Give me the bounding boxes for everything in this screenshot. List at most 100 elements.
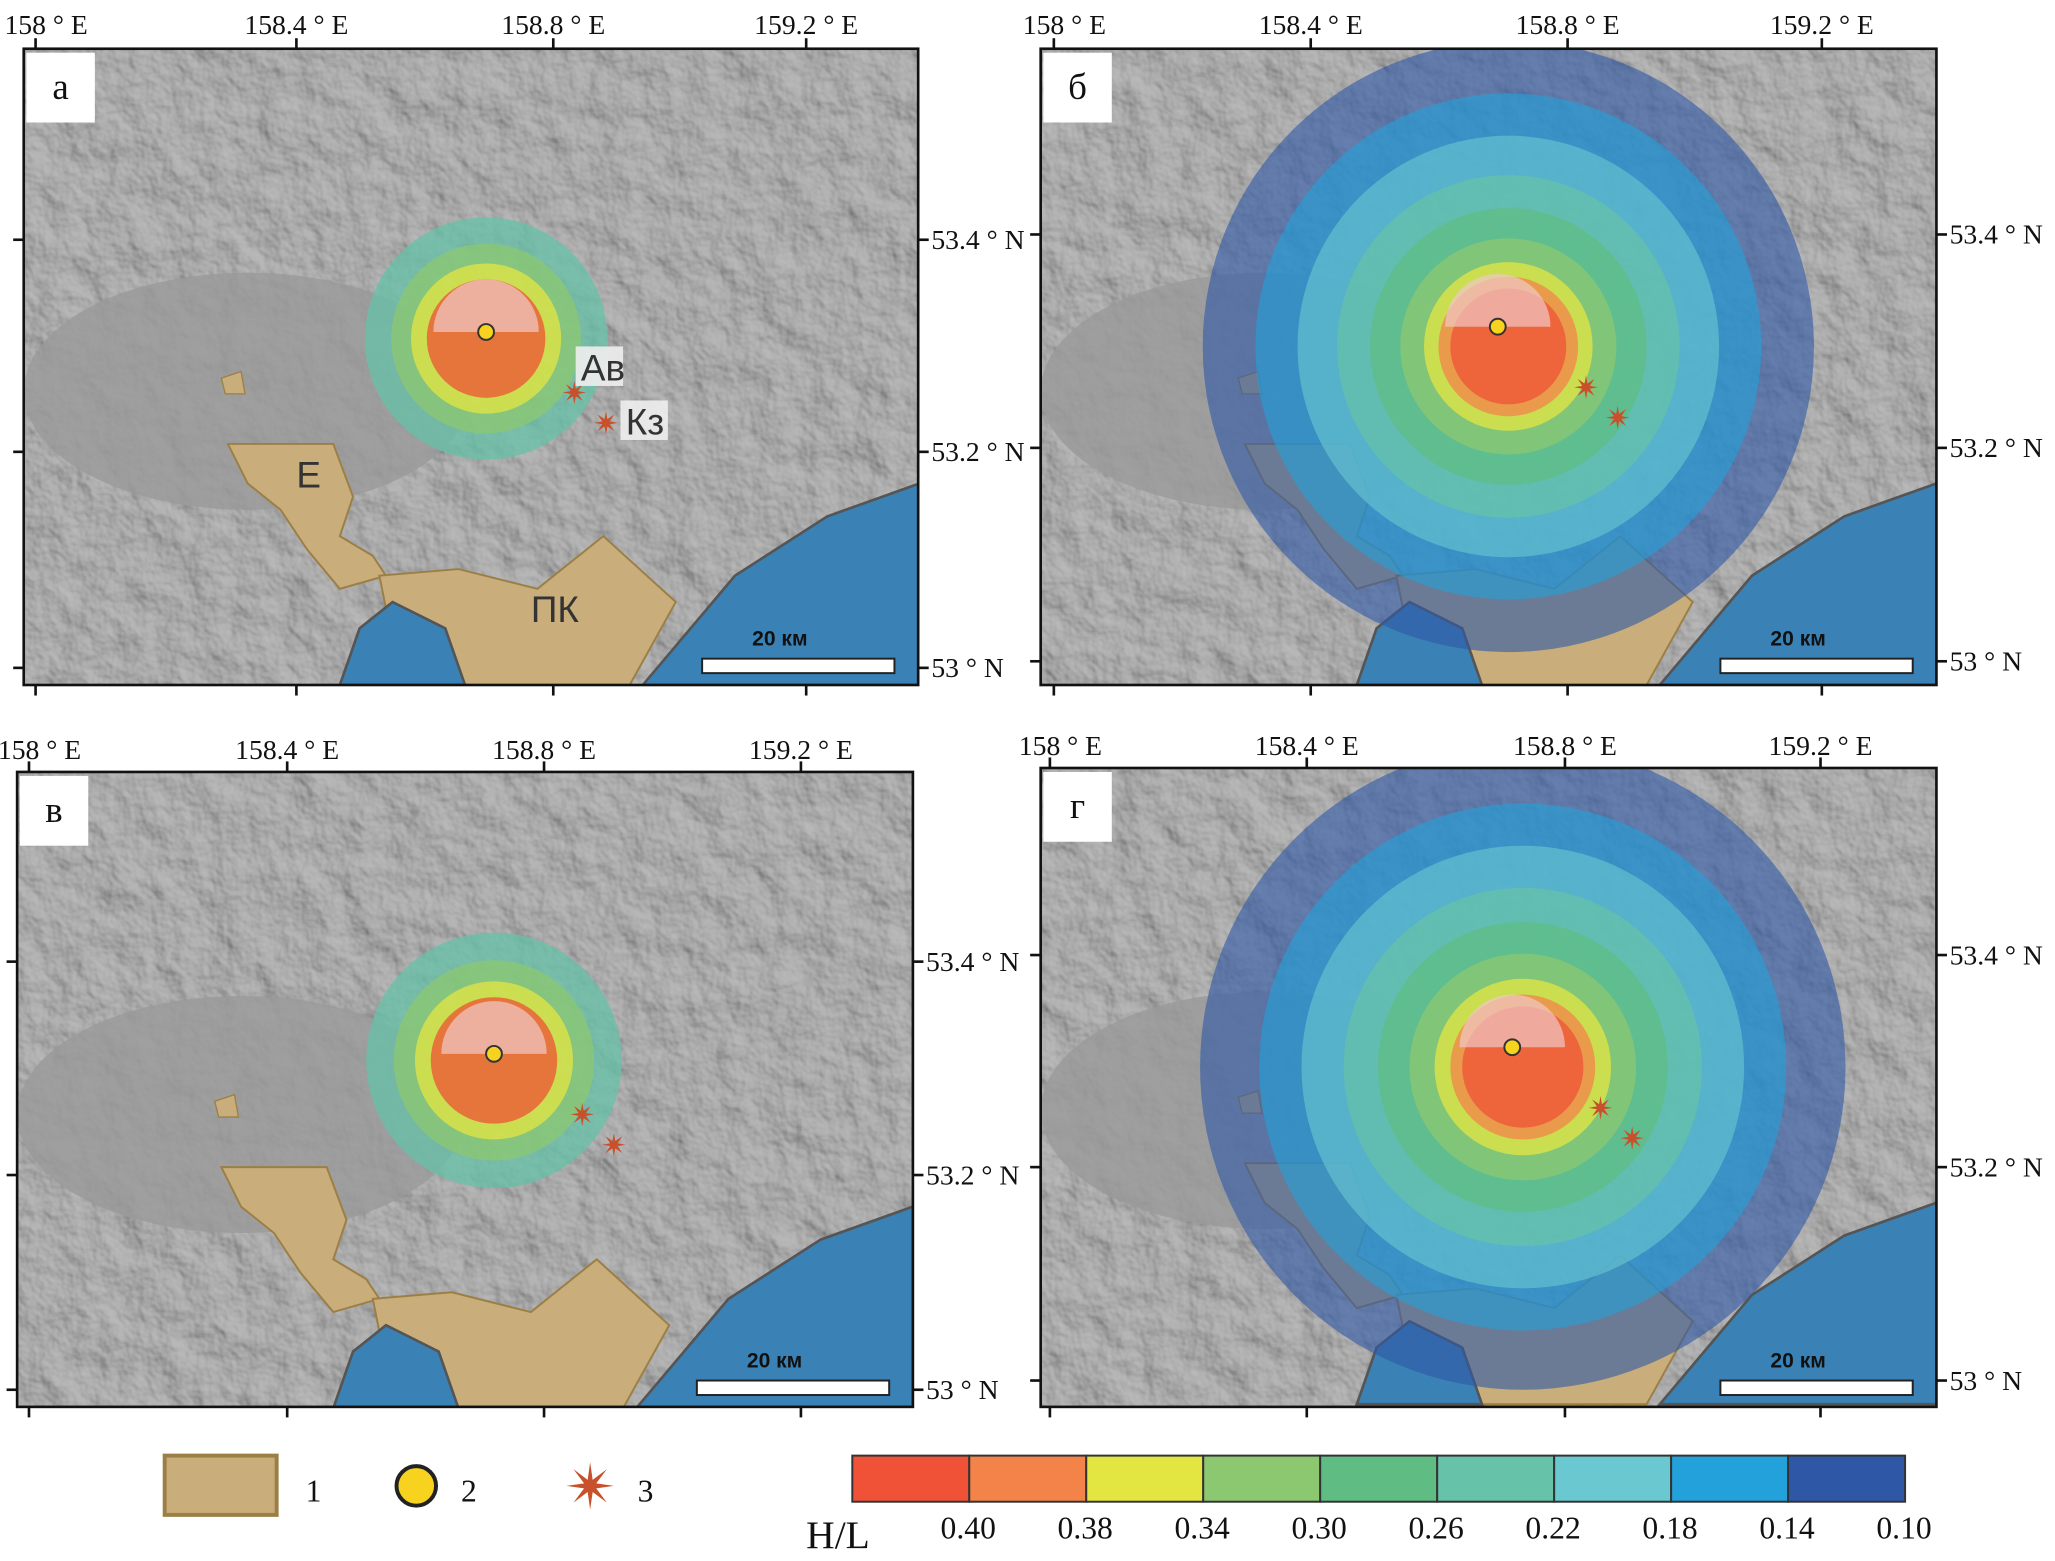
colorbar-swatch bbox=[1085, 1454, 1205, 1503]
colorbar-value: 0.18 bbox=[1642, 1511, 1697, 1546]
longitude-tick-label: 159.2 ° E bbox=[749, 734, 853, 765]
scale-bar bbox=[701, 657, 896, 675]
panel-letter-box bbox=[1043, 52, 1112, 123]
map-area bbox=[23, 48, 919, 685]
longitude-tick-label: 159.2 ° E bbox=[754, 9, 858, 40]
map-area bbox=[1040, 767, 1937, 1407]
longitude-tick-label: 158 ° E bbox=[1019, 730, 1102, 761]
latitude-tick-label: 53 ° N bbox=[1950, 1365, 2023, 1396]
colorbar-swatch bbox=[1202, 1454, 1322, 1503]
sea-inner-bay bbox=[338, 600, 467, 685]
summit-slope bbox=[1459, 994, 1565, 1048]
lowland-plain bbox=[17, 995, 466, 1233]
panel-letter: в bbox=[45, 789, 62, 830]
legend: 1 2 3 0.40 0.38 0.34 0.30 0.26 0.22 0.18 0.14 0.10 H… bbox=[162, 1453, 1932, 1557]
scale-label: 20 км bbox=[1770, 627, 1825, 650]
panel-letter: г bbox=[1070, 785, 1085, 826]
scale-label: 20 км bbox=[752, 627, 807, 650]
settlement-legend-swatch bbox=[162, 1453, 279, 1517]
koryaksky-volcano-star-icon bbox=[594, 410, 618, 435]
longitude-tick-label: 159.2 ° E bbox=[1770, 9, 1874, 40]
panel-letter-box bbox=[1043, 771, 1112, 842]
longitude-tick-label: 158.8 ° E bbox=[1513, 730, 1617, 761]
colorbar-value: 0.14 bbox=[1759, 1511, 1815, 1546]
panel-letter: а bbox=[52, 66, 68, 107]
scale-bar bbox=[1719, 657, 1914, 675]
colorbar-value: 0.26 bbox=[1408, 1511, 1463, 1546]
longitude-tick-label: 158.4 ° E bbox=[235, 734, 339, 765]
colorbar-swatch bbox=[968, 1454, 1088, 1503]
settlement-small bbox=[220, 370, 246, 395]
panel-letter: б bbox=[1068, 66, 1087, 107]
latitude-tick-label: 53.2 ° N bbox=[1950, 432, 2043, 463]
koryaksky-volcano-star-icon bbox=[602, 1132, 626, 1157]
colorbar-value: 0.40 bbox=[941, 1511, 996, 1546]
sea-avacha-bay bbox=[635, 1205, 913, 1407]
panel-letter-box bbox=[19, 775, 89, 846]
longitude-tick-label: 158 ° E bbox=[0, 734, 81, 765]
eruption-center-marker bbox=[477, 323, 495, 341]
place-label: Кз bbox=[626, 402, 664, 443]
colorbar-swatch bbox=[851, 1454, 971, 1503]
longitude-tick-label: 158.8 ° E bbox=[501, 9, 605, 40]
map-frame bbox=[1039, 766, 1938, 1409]
eruption-center-legend-icon bbox=[394, 1464, 439, 1508]
place-label-bg bbox=[620, 400, 668, 440]
colorbar-swatch bbox=[1319, 1454, 1439, 1503]
latitude-tick-label: 53.2 ° N bbox=[1950, 1151, 2043, 1182]
place-label: Ав bbox=[581, 348, 625, 389]
colorbar-swatch bbox=[1670, 1454, 1790, 1503]
colorbar-title: H/L bbox=[806, 1513, 870, 1557]
place-label: ПК bbox=[531, 589, 580, 630]
eruption-center-marker bbox=[485, 1044, 503, 1063]
map-frame bbox=[15, 770, 915, 1409]
eruption-center-marker bbox=[1488, 317, 1507, 336]
colorbar-swatch bbox=[1553, 1454, 1673, 1503]
colorbar-swatch bbox=[1787, 1454, 1907, 1503]
latitude-tick-label: 53 ° N bbox=[931, 652, 1004, 683]
longitude-tick-label: 158.4 ° E bbox=[1259, 9, 1363, 40]
legend-label: 2 bbox=[461, 1474, 477, 1509]
latitude-tick-label: 53 ° N bbox=[1950, 646, 2023, 677]
scale-label: 20 км bbox=[1770, 1349, 1825, 1372]
avachinsky-volcano-star-icon bbox=[1588, 1095, 1613, 1120]
koryaksky-volcano-star-icon bbox=[1620, 1126, 1644, 1151]
colorbar-value: 0.38 bbox=[1058, 1511, 1113, 1546]
longitude-tick-label: 158.8 ° E bbox=[492, 734, 596, 765]
place-label: Е bbox=[296, 454, 321, 495]
panel-letter-box bbox=[26, 52, 95, 123]
colorbar-value: 0.30 bbox=[1291, 1511, 1346, 1546]
scale-label: 20 км bbox=[747, 1349, 802, 1372]
latitude-tick-label: 53.4 ° N bbox=[1950, 219, 2043, 250]
avachinsky-volcano-star-icon bbox=[570, 1102, 595, 1127]
settlement-small bbox=[213, 1093, 240, 1118]
longitude-tick-label: 159.2 ° E bbox=[1769, 730, 1873, 761]
summit-slope bbox=[1445, 273, 1551, 327]
colorbar-swatch bbox=[1436, 1454, 1556, 1503]
colorbar-value: 0.10 bbox=[1876, 1511, 1931, 1546]
summit-slope bbox=[433, 279, 539, 332]
summit-slope bbox=[441, 1001, 547, 1054]
scale-bar bbox=[1719, 1379, 1914, 1397]
map-area bbox=[17, 771, 913, 1407]
hazard-zones bbox=[1200, 767, 1846, 1390]
colorbar-value: 0.22 bbox=[1525, 1511, 1580, 1546]
longitude-tick-label: 158 ° E bbox=[4, 9, 87, 40]
lowland-plain bbox=[23, 272, 472, 510]
map-area bbox=[1040, 48, 1937, 685]
map-panel-2: 20 км б 158 ° E 158.4 ° E 158.8 ° E 159.2 ° E… bbox=[1023, 9, 2043, 696]
map-frame bbox=[1039, 47, 1938, 687]
longitude-tick-label: 158.4 ° E bbox=[244, 9, 348, 40]
hazard-zones bbox=[1202, 48, 1814, 652]
longitude-tick-label: 158.4 ° E bbox=[1255, 730, 1359, 761]
colorbar: 0.40 0.38 0.34 0.30 0.26 0.22 0.18 0.14 0.10 H/L bbox=[806, 1454, 1932, 1557]
latitude-tick-label: 53.4 ° N bbox=[926, 946, 1019, 977]
map-frame bbox=[22, 47, 920, 687]
scale-bar bbox=[695, 1379, 891, 1397]
sea-avacha-bay bbox=[641, 482, 919, 685]
legend-label: 1 bbox=[306, 1474, 322, 1509]
koryaksky-volcano-star-icon bbox=[1605, 405, 1630, 430]
volcano-star-legend-icon bbox=[566, 1462, 614, 1510]
